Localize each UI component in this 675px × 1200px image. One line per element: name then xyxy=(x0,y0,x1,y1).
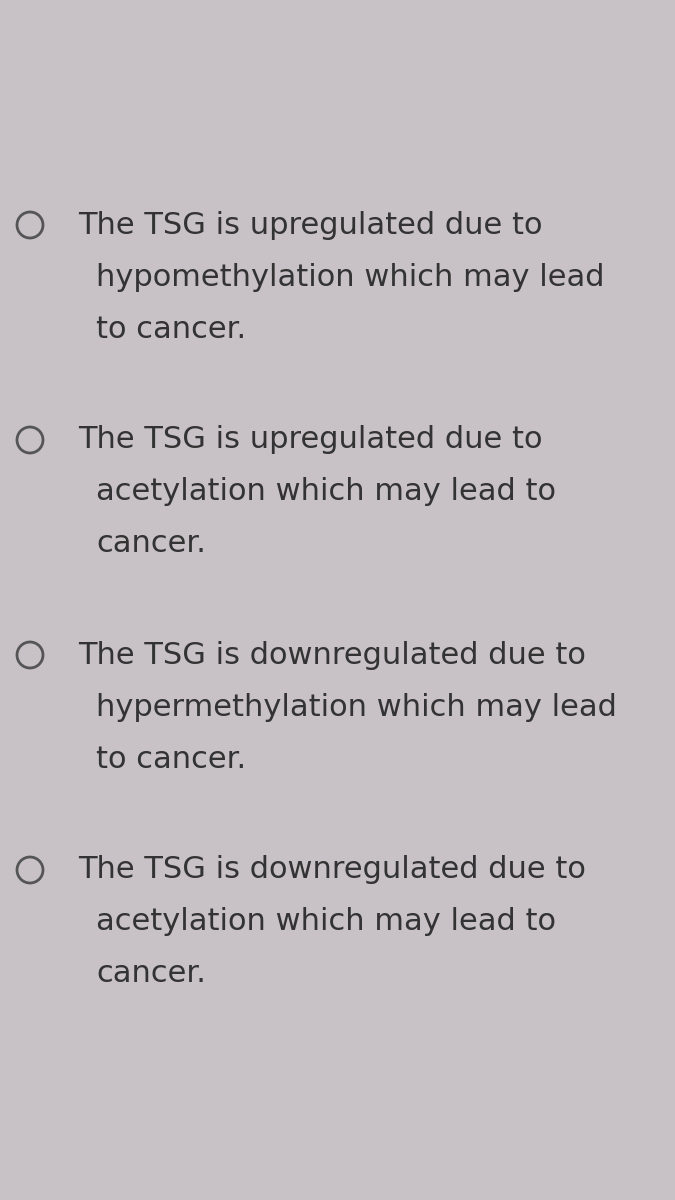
Text: hypermethylation which may lead: hypermethylation which may lead xyxy=(96,692,617,721)
Text: acetylation which may lead to: acetylation which may lead to xyxy=(96,478,556,506)
Text: cancer.: cancer. xyxy=(96,960,206,989)
Text: The TSG is upregulated due to: The TSG is upregulated due to xyxy=(78,426,543,455)
Text: cancer.: cancer. xyxy=(96,529,206,558)
Text: The TSG is downregulated due to: The TSG is downregulated due to xyxy=(78,641,586,670)
Text: The TSG is upregulated due to: The TSG is upregulated due to xyxy=(78,210,543,240)
Text: to cancer.: to cancer. xyxy=(96,744,246,774)
Text: The TSG is downregulated due to: The TSG is downregulated due to xyxy=(78,856,586,884)
Text: hypomethylation which may lead: hypomethylation which may lead xyxy=(96,263,605,292)
Text: acetylation which may lead to: acetylation which may lead to xyxy=(96,907,556,936)
Text: to cancer.: to cancer. xyxy=(96,314,246,343)
